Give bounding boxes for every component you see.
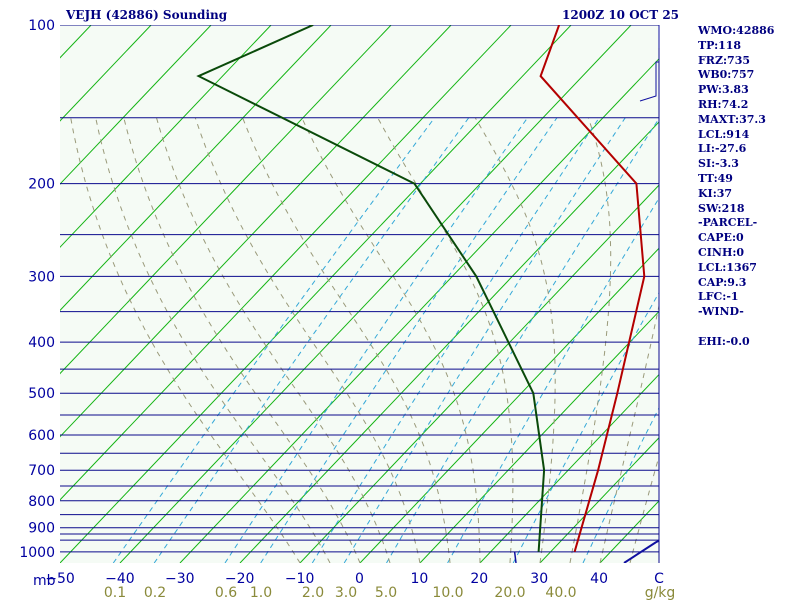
- temperature-label: −40: [105, 571, 135, 587]
- isotherm-line: [60, 25, 512, 501]
- mixing-ratio-label: 20.0: [494, 585, 525, 600]
- index-item: LI:-27.6: [698, 142, 747, 156]
- isotherm-line: [60, 25, 272, 248]
- index-item: CAPE:0: [698, 231, 744, 245]
- isotherm-line: [60, 25, 572, 563]
- temperature-label: 20: [470, 571, 488, 587]
- isotherm-line: [359, 247, 659, 563]
- index-item: -PARCEL-: [698, 216, 758, 230]
- temperature-label: −20: [225, 571, 255, 587]
- index-item: LCL:914: [698, 127, 750, 141]
- pressure-label: 800: [28, 494, 55, 510]
- temperature-label: −10: [285, 571, 315, 587]
- index-item: MAXT:37.3: [698, 112, 766, 126]
- mixing-ratio-label: g/kg: [645, 585, 676, 600]
- temperature-label: −50: [45, 571, 75, 587]
- isotherm-line: [299, 184, 659, 563]
- observation-time: 1200Z 10 OCT 25: [562, 8, 680, 22]
- index-item: KI:37: [698, 186, 733, 200]
- index-item: FRZ:735: [698, 53, 751, 67]
- temperature-profile: [539, 25, 646, 553]
- sounding-profiles: [196, 25, 659, 563]
- index-item: TP:118: [698, 38, 742, 52]
- isotherm-line: [60, 25, 452, 438]
- temperature-label: −30: [165, 571, 195, 587]
- index-item: WMO:42886: [698, 24, 775, 37]
- mixing-ratio-axis-labels: 0.1 0.2 0.6 1.0 2.0 3.0 5.0 10.0 20.0 40.0 g/kg: [104, 585, 675, 600]
- index-item: TT:49: [698, 171, 733, 185]
- isotherm-lines: [60, 25, 659, 563]
- isotherm-line: [60, 25, 152, 122]
- pressure-label: 900: [28, 521, 55, 537]
- near-surface-wind-line: [513, 551, 517, 563]
- index-item: SI:-3.3: [698, 157, 739, 171]
- mixing-ratio-label: 3.0: [335, 585, 357, 600]
- wind-profile-line: [623, 539, 659, 563]
- index-item: CINH:0: [698, 245, 745, 259]
- wind-barb: [639, 25, 660, 102]
- isotherm-line: [60, 25, 392, 375]
- pressure-label: 1000: [19, 545, 55, 561]
- isotherm-line: [239, 121, 659, 563]
- index-item: CAP:9.3: [698, 275, 747, 289]
- indices-panel: WMO:42886 TP:118 FRZ:735 WB0:757 PW:3.83 RH:7…: [698, 24, 774, 350]
- index-item: WB0:757: [698, 68, 755, 82]
- pressure-label: 400: [28, 335, 55, 351]
- mixing-ratio-label: 5.0: [375, 585, 397, 600]
- temperature-axis-labels: −50 −40 −30 −20 −10 0 10 20 30 40 C: [45, 571, 664, 587]
- mixing-ratio-label: 1.0: [250, 585, 272, 600]
- plot-background: [60, 25, 659, 563]
- isotherm-line: [60, 25, 212, 185]
- pressure-label: 200: [28, 177, 55, 193]
- index-item: LFC:-1: [698, 290, 739, 304]
- mixing-ratio-label: 0.2: [144, 585, 166, 600]
- chart-title: VEJH (42886) Sounding: [66, 8, 228, 22]
- index-item: [698, 320, 774, 335]
- pressure-label: 700: [28, 463, 55, 479]
- mixing-ratio-label: 10.0: [432, 585, 463, 600]
- index-item: -WIND-: [698, 305, 744, 319]
- mixing-ratio-label: 40.0: [545, 585, 576, 600]
- pressure-axis-labels: 100 200 300 400 500 600 700 800 900 1000: [19, 18, 55, 561]
- index-item: PW:3.83: [698, 83, 749, 97]
- isotherm-line: [60, 25, 332, 312]
- isotherm-line: [179, 58, 659, 563]
- isotherm-line: [479, 373, 659, 563]
- index-item: SW:218: [698, 201, 745, 215]
- isotherm-line: [539, 437, 659, 563]
- pressure-label: 300: [28, 269, 55, 285]
- isotherm-line: [419, 310, 659, 563]
- isobar-lines: [60, 25, 659, 553]
- temperature-label: 0: [355, 571, 364, 587]
- temperature-label: 30: [530, 571, 548, 587]
- pressure-label: 500: [28, 386, 55, 402]
- temperature-label: 10: [410, 571, 428, 587]
- mixing-ratio-label: 0.1: [104, 585, 126, 600]
- dewpoint-profile: [196, 25, 546, 552]
- pressure-label: 100: [28, 18, 55, 34]
- index-item: LCL:1367: [698, 260, 757, 274]
- temperature-label: 40: [590, 571, 608, 587]
- index-item: RH:74.2: [698, 97, 749, 111]
- isotherm-line: [119, 25, 632, 563]
- index-item: EHI:-0.0: [698, 334, 750, 348]
- mixing-ratio-label: 2.0: [302, 585, 324, 600]
- pressure-label: 600: [28, 428, 55, 444]
- temperature-label: C: [654, 571, 664, 587]
- mixing-ratio-label: 0.6: [215, 585, 237, 600]
- pressure-unit-label: mb: [33, 573, 56, 589]
